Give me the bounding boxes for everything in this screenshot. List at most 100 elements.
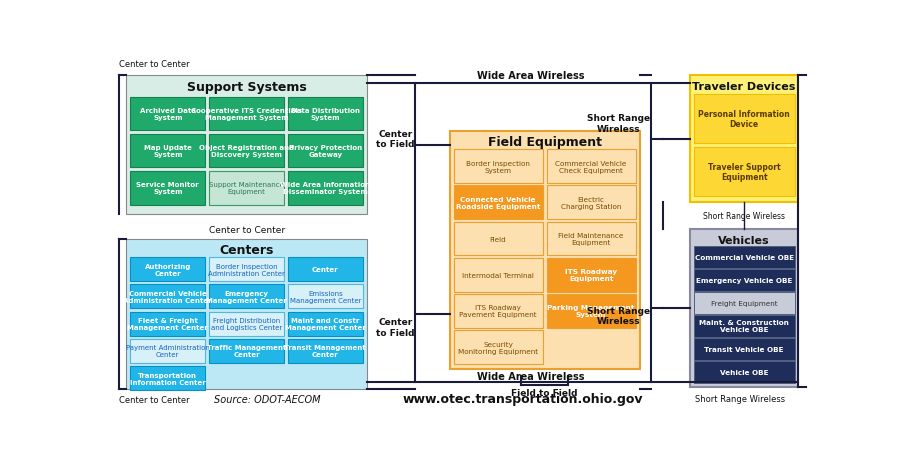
Text: Wide Area Wireless: Wide Area Wireless: [477, 71, 585, 81]
Bar: [130, 172, 205, 205]
Text: Intermodal Terminal: Intermodal Terminal: [462, 272, 534, 278]
Text: Vehicle OBE: Vehicle OBE: [720, 369, 769, 375]
Text: Center
to Field: Center to Field: [376, 318, 415, 337]
Text: Commercial Vehicle
Administration Center: Commercial Vehicle Administration Center: [123, 290, 212, 303]
Text: Service Monitor
System: Service Monitor System: [137, 182, 199, 195]
Text: Object Registration and
Discovery System: Object Registration and Discovery System: [199, 145, 294, 158]
Text: Field to Field: Field to Field: [511, 388, 578, 397]
Bar: [694, 95, 795, 144]
Text: Center to Center: Center to Center: [209, 225, 284, 234]
Bar: [288, 339, 363, 363]
Text: Emergency
Management Center: Emergency Management Center: [206, 290, 287, 303]
Bar: [546, 222, 635, 256]
Text: Short Range Wireless: Short Range Wireless: [703, 212, 785, 221]
Text: Border Inspection
System: Border Inspection System: [466, 160, 530, 173]
Bar: [454, 330, 543, 364]
Text: Authorizing
Center: Authorizing Center: [145, 263, 191, 276]
Bar: [130, 285, 205, 309]
Bar: [209, 312, 284, 336]
Text: Maint and Constr
Management Center: Maint and Constr Management Center: [285, 318, 365, 330]
Text: Commercial Vehicle
Check Equipment: Commercial Vehicle Check Equipment: [555, 160, 626, 173]
Bar: [546, 258, 635, 292]
Bar: [288, 135, 363, 168]
Bar: [130, 339, 205, 363]
Bar: [694, 315, 795, 337]
Text: Parking Management
System: Parking Management System: [547, 305, 634, 318]
Bar: [454, 150, 543, 184]
Text: Center to Center: Center to Center: [119, 60, 189, 68]
Bar: [209, 135, 284, 168]
Text: Border Inspection
Administration Center: Border Inspection Administration Center: [208, 263, 285, 276]
Bar: [690, 230, 798, 387]
Bar: [546, 150, 635, 184]
Text: Cooperative ITS Credentials
Management System: Cooperative ITS Credentials Management S…: [191, 108, 302, 121]
Bar: [130, 312, 205, 336]
Text: Privacy Protection
Gateway: Privacy Protection Gateway: [289, 145, 362, 158]
Bar: [288, 172, 363, 205]
Text: Traveler Devices: Traveler Devices: [692, 82, 796, 92]
Bar: [126, 76, 366, 214]
Text: Fleet & Freight
Management Center: Fleet & Freight Management Center: [128, 318, 208, 330]
Bar: [130, 258, 205, 282]
Text: Wide Area Wireless: Wide Area Wireless: [477, 371, 585, 381]
Text: Personal Information
Device: Personal Information Device: [698, 110, 790, 129]
Bar: [130, 98, 205, 131]
Bar: [454, 258, 543, 292]
Text: Center
to Field: Center to Field: [376, 129, 415, 149]
Bar: [690, 76, 798, 203]
Bar: [288, 258, 363, 282]
Text: Source: ODOT-AECOM: Source: ODOT-AECOM: [214, 394, 320, 404]
Bar: [209, 285, 284, 309]
Bar: [454, 186, 543, 220]
Text: Electric
Charging Station: Electric Charging Station: [561, 197, 621, 209]
Text: Short Range
Wireless: Short Range Wireless: [587, 114, 650, 133]
Bar: [454, 294, 543, 328]
Text: Vehicles: Vehicles: [718, 236, 770, 246]
Text: Support Maintenance
Equipment: Support Maintenance Equipment: [209, 182, 284, 195]
Text: Wide Area Information
Disseminator System: Wide Area Information Disseminator Syste…: [281, 182, 371, 195]
Bar: [454, 222, 543, 256]
Bar: [546, 186, 635, 220]
Text: Field Maintenance
Equipment: Field Maintenance Equipment: [558, 233, 624, 246]
Text: ITS Roadway
Pavement Equipment: ITS Roadway Pavement Equipment: [459, 305, 537, 318]
Bar: [694, 293, 795, 314]
Bar: [694, 147, 795, 197]
Text: Centers: Centers: [220, 243, 274, 256]
Text: Traffic Management
Center: Traffic Management Center: [207, 344, 286, 358]
Bar: [694, 339, 795, 360]
Bar: [694, 247, 795, 268]
Text: Short Range Wireless: Short Range Wireless: [695, 394, 786, 403]
Text: Map Update
System: Map Update System: [144, 145, 192, 158]
Text: Traveler Support
Equipment: Traveler Support Equipment: [707, 162, 780, 182]
Text: Transit Management
Center: Transit Management Center: [284, 344, 366, 358]
Bar: [450, 131, 640, 369]
Text: Commercial Vehicle OBE: Commercial Vehicle OBE: [695, 254, 794, 260]
Bar: [694, 361, 795, 383]
Bar: [130, 135, 205, 168]
Text: Field Equipment: Field Equipment: [488, 136, 601, 149]
Text: Center: Center: [312, 267, 338, 273]
Bar: [209, 98, 284, 131]
Text: Transit Vehicle OBE: Transit Vehicle OBE: [705, 346, 784, 352]
Text: Archived Data
System: Archived Data System: [140, 108, 196, 121]
Bar: [126, 239, 366, 389]
Text: Field: Field: [490, 236, 507, 242]
Bar: [288, 98, 363, 131]
Text: Payment Administration
Center: Payment Administration Center: [126, 344, 210, 358]
Bar: [288, 312, 363, 336]
Bar: [209, 339, 284, 363]
Bar: [546, 294, 635, 328]
Bar: [288, 285, 363, 309]
Text: Security
Monitoring Equipment: Security Monitoring Equipment: [458, 341, 538, 354]
Text: Emergency Vehicle OBE: Emergency Vehicle OBE: [696, 277, 792, 283]
Text: Maint. & Construction
Vehicle OBE: Maint. & Construction Vehicle OBE: [699, 320, 789, 333]
Bar: [209, 258, 284, 282]
Text: Transportation
Information Center: Transportation Information Center: [130, 372, 206, 385]
Text: Freight Equipment: Freight Equipment: [711, 300, 778, 306]
Text: Center to Center: Center to Center: [119, 395, 189, 404]
Text: Support Systems: Support Systems: [186, 81, 306, 93]
Bar: [209, 172, 284, 205]
Text: www.otec.transportation.ohio.gov: www.otec.transportation.ohio.gov: [403, 392, 644, 405]
Text: Short Range
Wireless: Short Range Wireless: [587, 306, 650, 325]
Text: Freight Distribution
and Logistics Center: Freight Distribution and Logistics Cente…: [211, 318, 283, 330]
